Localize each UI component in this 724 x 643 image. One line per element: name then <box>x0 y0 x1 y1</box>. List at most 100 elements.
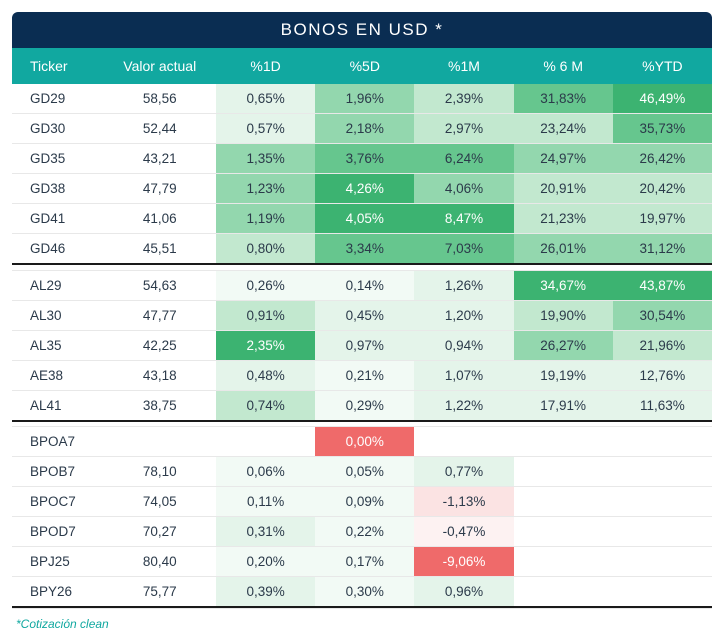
cell-d1 <box>216 427 315 457</box>
cell-m1: 1,26% <box>414 270 513 300</box>
table-row: AL4138,750,74%0,29%1,22%17,91%11,63% <box>12 390 712 421</box>
cell-valor: 54,63 <box>103 270 216 300</box>
cell-valor: 74,05 <box>103 487 216 517</box>
table-row: BPOD770,270,31%0,22%-0,47% <box>12 517 712 547</box>
cell-m1 <box>414 427 513 457</box>
cell-ticker: AL35 <box>12 330 103 360</box>
cell-ytd: 19,97% <box>613 204 712 234</box>
cell-d5: 0,45% <box>315 300 414 330</box>
cell-m6 <box>514 457 613 487</box>
cell-d5: 3,34% <box>315 234 414 265</box>
cell-d1: 0,80% <box>216 234 315 265</box>
cell-ytd <box>613 427 712 457</box>
cell-ytd: 26,42% <box>613 144 712 174</box>
cell-d5: 0,00% <box>315 427 414 457</box>
cell-ticker: AL30 <box>12 300 103 330</box>
table-row: GD4141,061,19%4,05%8,47%21,23%19,97% <box>12 204 712 234</box>
cell-d5: 0,09% <box>315 487 414 517</box>
cell-d5: 0,22% <box>315 517 414 547</box>
cell-valor: 52,44 <box>103 114 216 144</box>
cell-d1: 0,31% <box>216 517 315 547</box>
col-valor: Valor actual <box>103 48 216 84</box>
cell-m1: 0,96% <box>414 577 513 608</box>
cell-ytd: 43,87% <box>613 270 712 300</box>
cell-m1: 8,47% <box>414 204 513 234</box>
cell-d1: 0,20% <box>216 547 315 577</box>
table-row: BPJ2580,400,20%0,17%-9,06% <box>12 547 712 577</box>
cell-d1: 0,06% <box>216 457 315 487</box>
cell-valor: 75,77 <box>103 577 216 608</box>
cell-m6: 19,19% <box>514 360 613 390</box>
cell-d1: 0,39% <box>216 577 315 608</box>
cell-m6: 19,90% <box>514 300 613 330</box>
cell-m1: 0,94% <box>414 330 513 360</box>
table-row: AL3542,252,35%0,97%0,94%26,27%21,96% <box>12 330 712 360</box>
cell-m1: 7,03% <box>414 234 513 265</box>
header-row: Ticker Valor actual %1D %5D %1M % 6 M %Y… <box>12 48 712 84</box>
table-title: BONOS EN USD * <box>12 12 712 48</box>
table-row: AL2954,630,26%0,14%1,26%34,67%43,87% <box>12 270 712 300</box>
cell-d5: 0,17% <box>315 547 414 577</box>
cell-d5: 0,30% <box>315 577 414 608</box>
cell-ticker: AL29 <box>12 270 103 300</box>
bonds-table: Ticker Valor actual %1D %5D %1M % 6 M %Y… <box>12 48 712 609</box>
cell-d1: 1,23% <box>216 174 315 204</box>
cell-d5: 0,21% <box>315 360 414 390</box>
cell-ticker: GD46 <box>12 234 103 265</box>
cell-m6 <box>514 427 613 457</box>
cell-valor: 38,75 <box>103 390 216 421</box>
cell-m6 <box>514 547 613 577</box>
col-ticker: Ticker <box>12 48 103 84</box>
table-row: BPOC774,050,11%0,09%-1,13% <box>12 487 712 517</box>
cell-m1: 6,24% <box>414 144 513 174</box>
cell-d5: 0,05% <box>315 457 414 487</box>
cell-m6: 17,91% <box>514 390 613 421</box>
cell-ytd: 46,49% <box>613 84 712 114</box>
cell-m1: 1,07% <box>414 360 513 390</box>
cell-m6 <box>514 577 613 608</box>
cell-m1: -1,13% <box>414 487 513 517</box>
cell-d1: 0,65% <box>216 84 315 114</box>
cell-valor <box>103 427 216 457</box>
table-row: AE3843,180,48%0,21%1,07%19,19%12,76% <box>12 360 712 390</box>
cell-ytd <box>613 457 712 487</box>
cell-d1: 0,26% <box>216 270 315 300</box>
cell-valor: 47,79 <box>103 174 216 204</box>
cell-m6: 21,23% <box>514 204 613 234</box>
cell-d5: 0,97% <box>315 330 414 360</box>
cell-ytd: 21,96% <box>613 330 712 360</box>
cell-ytd <box>613 517 712 547</box>
cell-ticker: GD29 <box>12 84 103 114</box>
cell-m1: 2,39% <box>414 84 513 114</box>
cell-ytd: 31,12% <box>613 234 712 265</box>
cell-valor: 43,21 <box>103 144 216 174</box>
cell-ytd: 11,63% <box>613 390 712 421</box>
table-row: BPOA70,00% <box>12 427 712 457</box>
cell-m1: 4,06% <box>414 174 513 204</box>
cell-m1: -9,06% <box>414 547 513 577</box>
cell-d1: 2,35% <box>216 330 315 360</box>
cell-d1: 0,57% <box>216 114 315 144</box>
cell-m6: 34,67% <box>514 270 613 300</box>
cell-ytd: 20,42% <box>613 174 712 204</box>
cell-ticker: BPY26 <box>12 577 103 608</box>
table-row: GD2958,560,65%1,96%2,39%31,83%46,49% <box>12 84 712 114</box>
cell-m1: 1,20% <box>414 300 513 330</box>
cell-m6: 23,24% <box>514 114 613 144</box>
col-6m: % 6 M <box>514 48 613 84</box>
table-row: GD3052,440,57%2,18%2,97%23,24%35,73% <box>12 114 712 144</box>
cell-d1: 1,19% <box>216 204 315 234</box>
col-5d: %5D <box>315 48 414 84</box>
cell-m6: 26,01% <box>514 234 613 265</box>
cell-ticker: GD41 <box>12 204 103 234</box>
cell-d5: 3,76% <box>315 144 414 174</box>
cell-ticker: BPOB7 <box>12 457 103 487</box>
footnote: *Cotización clean <box>12 609 712 631</box>
cell-d1: 1,35% <box>216 144 315 174</box>
cell-m6: 31,83% <box>514 84 613 114</box>
cell-valor: 58,56 <box>103 84 216 114</box>
cell-ytd: 35,73% <box>613 114 712 144</box>
cell-m6: 26,27% <box>514 330 613 360</box>
table-row: GD4645,510,80%3,34%7,03%26,01%31,12% <box>12 234 712 265</box>
cell-ytd: 30,54% <box>613 300 712 330</box>
